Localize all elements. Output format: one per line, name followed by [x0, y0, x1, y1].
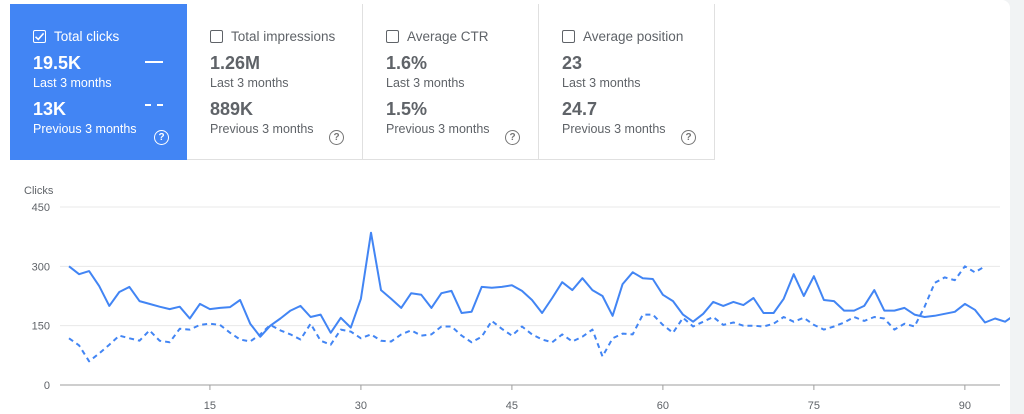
clicks-line-chart: Clicks 0 150 300 450 15 30 45 60 75 90: [24, 185, 1010, 412]
dashed-line-legend-icon: [145, 104, 163, 106]
metric-label: Average position: [583, 29, 684, 44]
x-tick-label: 90: [959, 400, 971, 412]
metric-label: Average CTR: [407, 29, 489, 44]
metric-prev-value: 1.5%: [386, 99, 428, 119]
metric-period: Last 3 months: [210, 76, 289, 90]
metric-total-clicks[interactable]: Total clicks 19.5K Last 3 months 13K Pre…: [10, 4, 187, 160]
x-tick-label: 45: [506, 400, 518, 412]
y-tick-label: 150: [32, 321, 50, 333]
x-tick-label: 15: [204, 400, 216, 412]
checkbox-icon[interactable]: [562, 30, 575, 43]
metric-value: 23: [562, 53, 583, 73]
help-icon[interactable]: ?: [681, 130, 696, 145]
metric-value: 1.6%: [386, 53, 428, 73]
help-icon[interactable]: ?: [505, 130, 520, 145]
x-tick-label: 30: [355, 400, 367, 412]
metric-prev-period: Previous 3 months: [562, 122, 666, 136]
checkbox-icon[interactable]: [210, 30, 223, 43]
metric-prev-value: 13K: [33, 99, 67, 119]
metric-total-impressions[interactable]: Total impressions 1.26M Last 3 months 88…: [187, 4, 363, 160]
metric-label: Total clicks: [54, 29, 120, 44]
metric-period: Last 3 months: [33, 76, 112, 90]
checkbox-checked-icon[interactable]: [33, 30, 46, 43]
x-tick-label: 60: [657, 400, 669, 412]
x-tick-label: 75: [808, 400, 820, 412]
y-axis-label: Clicks: [24, 185, 54, 197]
y-tick-label: 450: [32, 202, 50, 214]
metric-prev-value: 889K: [210, 99, 254, 119]
metric-label: Total impressions: [231, 29, 336, 44]
y-tick-label: 300: [32, 261, 50, 273]
metric-average-position[interactable]: Average position 23 Last 3 months 24.7 P…: [539, 4, 715, 160]
metric-prev-period: Previous 3 months: [210, 122, 314, 136]
metric-value: 19.5K: [33, 53, 82, 73]
metric-average-ctr[interactable]: Average CTR 1.6% Last 3 months 1.5% Prev…: [363, 4, 539, 160]
solid-line-legend-icon: [145, 61, 163, 63]
metric-period: Last 3 months: [386, 76, 465, 90]
metric-period: Last 3 months: [562, 76, 641, 90]
help-icon[interactable]: ?: [154, 130, 169, 145]
metric-value: 1.26M: [210, 53, 261, 73]
metric-tabs: Total clicks 19.5K Last 3 months 13K Pre…: [10, 4, 715, 160]
y-tick-label: 0: [44, 380, 50, 392]
metric-prev-period: Previous 3 months: [33, 122, 137, 136]
current-period-line[interactable]: [68, 231, 1010, 338]
metric-prev-value: 24.7: [562, 99, 598, 119]
metric-prev-period: Previous 3 months: [386, 122, 490, 136]
checkbox-icon[interactable]: [386, 30, 399, 43]
help-icon[interactable]: ?: [329, 130, 344, 145]
previous-period-line[interactable]: [68, 265, 986, 363]
